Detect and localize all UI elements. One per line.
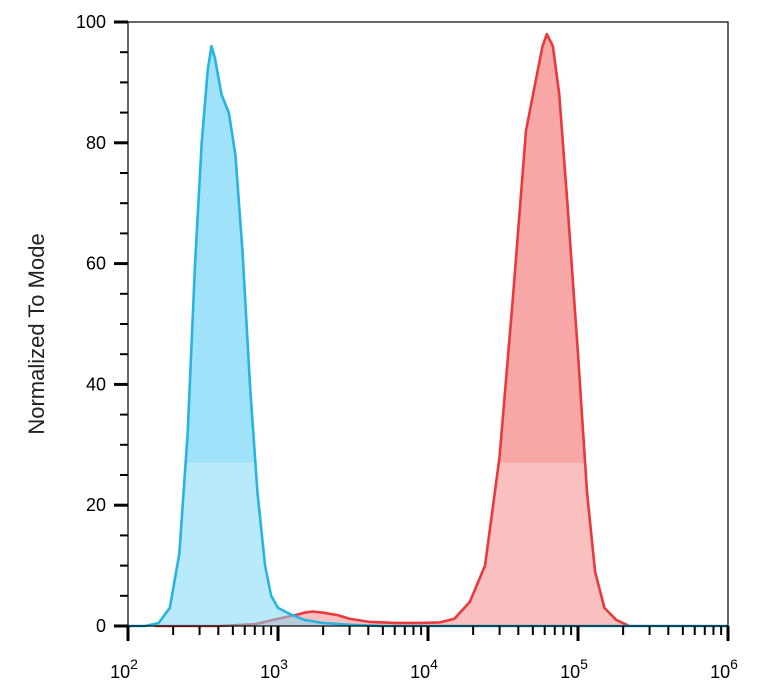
series-1-line	[154, 32, 630, 628]
y-tick-label: 60	[86, 254, 106, 274]
series-2	[128, 44, 728, 628]
y-tick-label: 0	[96, 616, 106, 636]
axes: 0 20 40 60 80 100 102 103 104 105 106	[76, 12, 738, 682]
y-axis-title: Normalized To Mode	[24, 233, 49, 434]
series-1	[154, 32, 630, 628]
x-tick-label: 105	[560, 656, 588, 682]
x-tick-label: 104	[410, 656, 438, 682]
x-tick-label: 103	[260, 656, 288, 682]
x-tick-label: 102	[110, 656, 138, 682]
series-1-fill-lower	[154, 462, 630, 626]
x-tick-label: 106	[710, 656, 738, 682]
y-tick-label: 40	[86, 374, 106, 394]
series-2-fill-upper	[185, 46, 256, 463]
series-2-fill-lower	[128, 462, 728, 626]
series-1-fill-upper	[498, 34, 586, 463]
y-tick-label: 100	[76, 12, 106, 32]
series-2-line	[128, 44, 728, 628]
y-tick-label: 80	[86, 133, 106, 153]
plot-area	[128, 32, 728, 628]
y-tick-label: 20	[86, 495, 106, 515]
